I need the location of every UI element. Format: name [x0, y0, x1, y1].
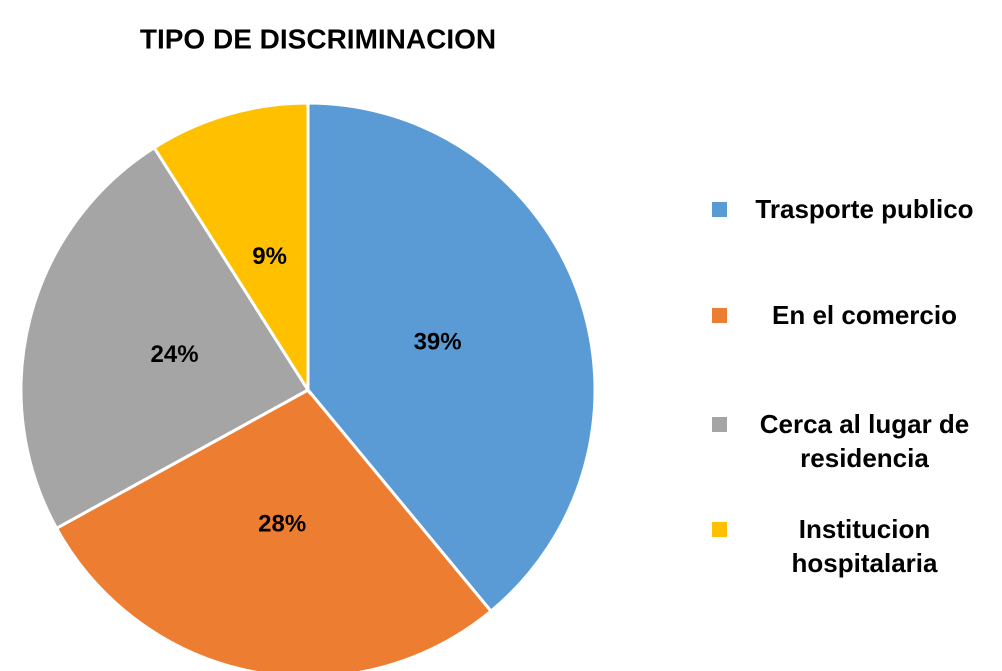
- pie-slice: [54, 388, 494, 671]
- pie-slice: [19, 145, 311, 531]
- pie-slice: [306, 101, 597, 614]
- legend-item: En el comercio: [712, 298, 1002, 332]
- data-label: 24%: [151, 341, 199, 368]
- pie-slice: [152, 101, 310, 396]
- legend-label: Trasporte publico: [755, 194, 974, 224]
- legend-label: En el comercio: [772, 300, 957, 330]
- legend-item: Institucion hospitalaria: [712, 512, 1002, 580]
- legend-label: Institucion hospitalaria: [791, 514, 938, 578]
- legend-item: Trasporte publico: [712, 192, 1002, 226]
- legend-swatch: [712, 308, 727, 323]
- data-label: 9%: [252, 243, 287, 270]
- data-label: 39%: [414, 329, 462, 356]
- data-label: 28%: [258, 511, 306, 538]
- chart-title: TIPO DE DISCRIMINACION: [140, 23, 496, 54]
- legend-swatch: [712, 522, 727, 537]
- legend-swatch: [712, 417, 727, 432]
- legend-label: Cerca al lugar de residencia: [759, 409, 970, 473]
- legend-swatch: [712, 202, 727, 217]
- legend-item: Cerca al lugar de residencia: [712, 407, 1002, 475]
